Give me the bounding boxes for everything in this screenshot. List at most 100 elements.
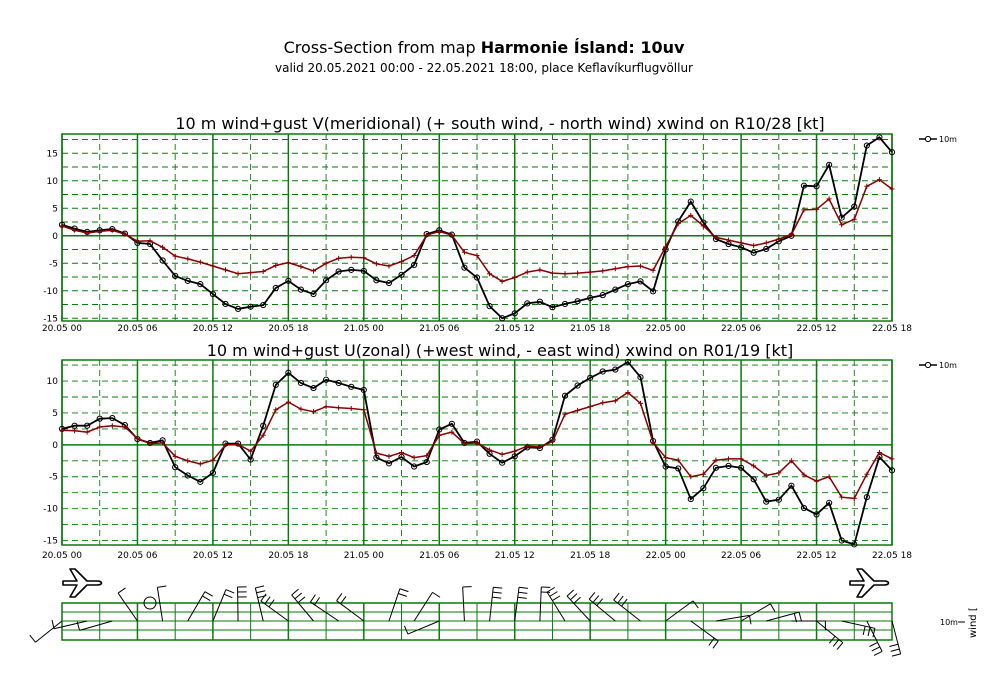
data-point-wind (285, 369, 292, 376)
data-point-wind (96, 415, 103, 422)
data-point-wind (851, 541, 858, 548)
data-point-gust (210, 457, 216, 463)
y-tick-label: -15 (43, 537, 58, 547)
data-point-gust (776, 470, 782, 476)
data-point-gust (549, 270, 555, 276)
data-point-gust (814, 206, 820, 212)
wind-barb-staff (740, 603, 771, 622)
wind-barb-feather (889, 643, 899, 647)
wind-barb-feather (492, 596, 502, 599)
data-point-gust (323, 260, 329, 266)
sub-title: valid 20.05.2021 00:00 - 22.05.2021 18:0… (274, 61, 693, 75)
data-point-wind (813, 511, 820, 518)
data-point-gust (650, 267, 656, 273)
data-point-wind (599, 292, 606, 299)
data-point-gust (650, 439, 656, 445)
wind-barb-feather (314, 597, 321, 606)
data-point-wind (473, 274, 481, 281)
data-point-wind (587, 374, 594, 381)
data-point-wind (499, 459, 506, 466)
wind-barb-feather (76, 621, 81, 631)
data-point-gust (248, 448, 254, 454)
data-point-wind (411, 463, 418, 470)
wind-barb-feather (832, 639, 840, 647)
data-point-wind (737, 464, 745, 471)
chart-title: 10 m wind+gust V(meridional) (+ south wi… (175, 114, 824, 133)
data-point-wind (322, 376, 330, 383)
data-point-gust (663, 455, 669, 461)
series-line-wind (61, 136, 893, 320)
wind-barb-feather (890, 648, 900, 652)
data-point-gust (210, 263, 216, 269)
data-point-gust (436, 228, 442, 234)
data-point-wind (172, 464, 179, 471)
wind-barb-feather (613, 592, 620, 601)
data-point-gust (600, 268, 606, 274)
data-point-gust (449, 429, 455, 435)
data-point-wind (209, 290, 217, 298)
data-point-gust (839, 222, 845, 228)
legend-label: 10m (939, 135, 957, 144)
y-tick-label: -10 (43, 287, 58, 297)
wind-barb-feather (399, 588, 409, 593)
data-point-gust (851, 495, 857, 501)
data-point-gust (851, 216, 857, 222)
data-point-gust (160, 244, 166, 250)
data-point-gust (72, 227, 78, 233)
wind-barb-staff (237, 586, 239, 622)
data-point-gust (675, 221, 681, 227)
data-point-gust (713, 457, 719, 463)
data-point-gust (59, 223, 65, 229)
data-point-wind (838, 214, 845, 221)
wind-barb-feather (398, 593, 407, 597)
wind-barb-feather (798, 612, 802, 621)
data-point-gust (147, 441, 153, 447)
wind-barb-feather (570, 593, 578, 601)
data-point-gust (348, 405, 354, 411)
data-point-gust (499, 451, 505, 457)
data-point-gust (839, 494, 845, 500)
wind-barb-feather (871, 646, 881, 652)
data-point-gust (864, 183, 870, 189)
x-tick-label: 21.05 06 (419, 551, 459, 561)
wind-barb-feather (225, 589, 235, 594)
data-point-wind (322, 277, 330, 284)
data-point-gust (826, 474, 832, 480)
wind-barb-feather (51, 619, 55, 629)
data-point-wind (612, 366, 619, 373)
x-tick-label: 21.05 00 (344, 551, 384, 561)
wind-barb-feather (202, 595, 211, 601)
data-point-wind (209, 469, 217, 477)
data-point-gust (612, 266, 618, 272)
data-point-wind (675, 465, 682, 472)
data-point-wind (373, 277, 380, 284)
data-point-wind (84, 422, 91, 429)
wind-barb-feather (748, 615, 752, 625)
data-point-gust (876, 450, 882, 455)
data-point-gust (474, 440, 480, 446)
legend-label: 10m (939, 361, 957, 370)
data-point-gust (436, 432, 442, 438)
y-tick-label: -5 (49, 259, 58, 269)
data-point-wind (511, 310, 518, 317)
data-point-wind (863, 142, 870, 149)
data-point-gust (84, 230, 90, 236)
wind-barb-feather (264, 596, 271, 605)
data-point-wind (851, 203, 858, 210)
data-point-wind (360, 267, 367, 275)
wind-barb-staff (254, 587, 264, 622)
wind-barb-feather (596, 598, 604, 606)
data-point-wind (486, 303, 493, 310)
data-point-wind (348, 383, 355, 390)
data-point-gust (235, 441, 241, 447)
data-point-wind (335, 379, 342, 387)
data-point-wind (71, 422, 78, 429)
data-point-wind (662, 463, 669, 470)
data-point-gust (549, 439, 555, 445)
wind-barb-staff (388, 588, 401, 622)
data-point-gust (298, 406, 304, 412)
data-point-gust (562, 271, 568, 277)
data-point-wind (750, 249, 757, 256)
data-point-gust (537, 267, 543, 273)
wind-barb-feather (869, 642, 878, 647)
